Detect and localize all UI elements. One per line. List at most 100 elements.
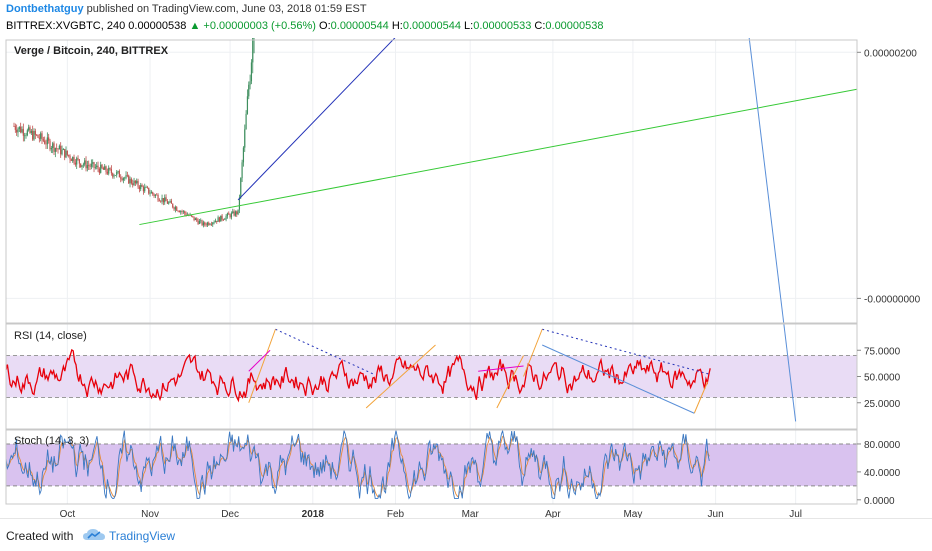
candle-body bbox=[54, 148, 56, 152]
candle-body bbox=[196, 218, 198, 221]
candle-body bbox=[162, 198, 164, 203]
candle-body bbox=[206, 222, 209, 226]
candle-body bbox=[248, 84, 250, 97]
rsi-divergence-line bbox=[275, 328, 375, 375]
time-tick-label: Nov bbox=[141, 509, 159, 518]
candle-body bbox=[41, 133, 43, 140]
candle-body bbox=[150, 192, 152, 194]
candle-body bbox=[130, 178, 132, 184]
candle-body bbox=[213, 222, 215, 223]
tradingview-cloud-icon[interactable] bbox=[82, 527, 106, 543]
candle-body bbox=[70, 159, 72, 161]
chart-area[interactable]: 0.000020000.000018000.000016000.00001400… bbox=[0, 38, 932, 518]
stoch-tick-label: 80.0000 bbox=[864, 440, 901, 451]
candle-body bbox=[164, 197, 166, 203]
candle-body bbox=[165, 197, 167, 202]
candle-body bbox=[156, 194, 158, 196]
rsi-tick-label: 50.0000 bbox=[864, 373, 901, 384]
candle-body bbox=[73, 156, 75, 163]
candle-body bbox=[97, 165, 99, 169]
rsi-magenta-line-2 bbox=[478, 365, 524, 372]
candle-body bbox=[114, 175, 116, 176]
candle-body bbox=[249, 81, 251, 85]
pane-titles: Verge / Bitcoin, 240, BITTREX RSI (14, cl… bbox=[14, 45, 169, 447]
candle-body bbox=[252, 38, 254, 63]
candle-body bbox=[236, 211, 238, 215]
candle-body bbox=[169, 201, 171, 203]
candle-body bbox=[241, 162, 243, 179]
candle-body bbox=[66, 150, 68, 155]
time-tick-label: Oct bbox=[60, 509, 76, 518]
candle-body bbox=[100, 164, 102, 173]
candle-body bbox=[197, 220, 199, 224]
candle-body bbox=[185, 213, 187, 216]
candle-body bbox=[138, 186, 140, 190]
candle-body bbox=[105, 166, 107, 172]
candle-body bbox=[224, 219, 226, 220]
rsi-orange-line-5 bbox=[693, 381, 709, 414]
candle-body bbox=[229, 214, 231, 218]
candle-body bbox=[154, 194, 156, 196]
candle-body bbox=[108, 168, 110, 174]
candle-body bbox=[62, 149, 64, 150]
blue-support-line bbox=[237, 38, 396, 201]
candle-body bbox=[74, 162, 76, 165]
candle-body bbox=[178, 211, 181, 213]
candle-body bbox=[101, 164, 103, 169]
candle-body bbox=[30, 130, 32, 133]
candle-body bbox=[161, 198, 163, 202]
time-axis[interactable]: Oct Nov Dec 2018 Feb Mar Apr May Jun Jul bbox=[60, 509, 802, 518]
candle-body bbox=[109, 168, 111, 170]
time-tick-label: Jul bbox=[789, 509, 802, 518]
candle-body bbox=[92, 162, 94, 164]
candle-body bbox=[36, 134, 38, 136]
candle-body bbox=[72, 156, 74, 161]
candle-body bbox=[38, 137, 40, 139]
trend-lines[interactable] bbox=[6, 38, 858, 422]
rsi-magenta-line bbox=[248, 349, 271, 372]
candle-body bbox=[160, 201, 162, 202]
ohlc-line: BITTREX:XVGBTC, 240 0.00000538 ▲ +0.0000… bbox=[6, 20, 604, 32]
candle-body bbox=[136, 180, 138, 184]
open-label: O: bbox=[319, 20, 331, 32]
rsi-blue-line bbox=[542, 344, 695, 414]
rsi-line bbox=[5, 328, 711, 414]
candle-body bbox=[132, 183, 134, 186]
author-link[interactable]: Dontbethatguy bbox=[6, 3, 84, 15]
lightblue-steep-line bbox=[748, 38, 797, 422]
candle-body bbox=[137, 180, 139, 187]
candle-body bbox=[49, 140, 51, 150]
candle-body bbox=[245, 113, 247, 130]
candle-body bbox=[80, 163, 82, 167]
candle-body bbox=[45, 143, 47, 145]
candle-body bbox=[214, 220, 217, 223]
candle-body bbox=[69, 155, 71, 160]
candle-body bbox=[146, 187, 148, 188]
candle-body bbox=[13, 126, 15, 127]
stoch-tick-label: 40.0000 bbox=[864, 468, 901, 479]
candle-body bbox=[212, 222, 214, 225]
candle-body bbox=[89, 165, 91, 167]
candle-body bbox=[124, 177, 126, 179]
candle-body bbox=[76, 158, 78, 165]
candle-body bbox=[141, 184, 143, 187]
candle-body bbox=[93, 162, 95, 168]
time-tick-label: 2018 bbox=[302, 509, 325, 518]
time-tick-label: May bbox=[623, 509, 642, 518]
candle-body bbox=[226, 213, 229, 217]
candle-body bbox=[152, 192, 154, 195]
candle-body bbox=[84, 160, 86, 165]
price-axis[interactable]: 0.000020000.000018000.000016000.00001400… bbox=[857, 38, 921, 507]
candle-body bbox=[78, 159, 80, 164]
candle-body bbox=[86, 165, 88, 169]
tradingview-link[interactable]: TradingView bbox=[109, 529, 176, 543]
pane-border bbox=[5, 39, 858, 324]
candle-body bbox=[68, 154, 70, 156]
candle-body bbox=[56, 148, 58, 149]
candle-body bbox=[125, 175, 127, 178]
candle-body bbox=[129, 178, 131, 184]
candle-body bbox=[120, 177, 122, 179]
candle-body bbox=[25, 135, 27, 136]
candle-body bbox=[153, 194, 155, 196]
candle-body bbox=[166, 201, 168, 204]
